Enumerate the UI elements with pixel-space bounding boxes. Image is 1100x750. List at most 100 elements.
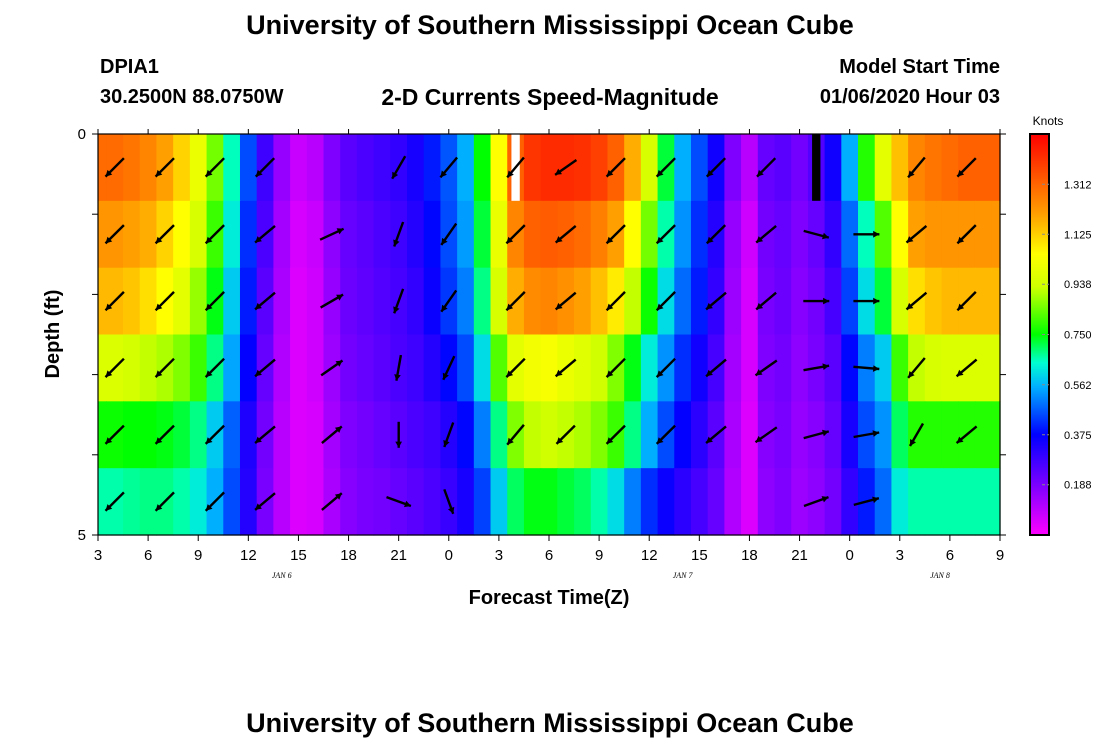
heat-cell (974, 200, 993, 269)
heat-cell (557, 468, 575, 536)
heat-cell (340, 334, 358, 402)
heat-cell (523, 267, 542, 336)
vector-arrowhead (606, 370, 614, 378)
heat-cell (624, 200, 642, 269)
heat-cell (891, 200, 909, 269)
heat-cell (724, 401, 742, 469)
vector-arrowhead (706, 302, 713, 310)
vector-arrowhead (255, 169, 263, 177)
heat-cell (757, 468, 776, 536)
heat-cell (574, 134, 592, 202)
heat-cell (273, 267, 291, 336)
vector-arrowhead (906, 236, 914, 243)
heat-cell (908, 468, 926, 536)
heat-cell (590, 134, 609, 202)
heat-cell (239, 334, 258, 402)
vector-arrowhead (706, 236, 714, 244)
vector-arrowhead (755, 369, 763, 376)
heat-cell (340, 134, 358, 202)
heat-cell (824, 134, 842, 202)
heat-cell (173, 468, 191, 536)
heat-cell (741, 401, 759, 469)
station-coordinates: 30.2500N 88.0750W (100, 86, 284, 108)
current-vector (705, 425, 727, 445)
heat-cell (223, 267, 241, 336)
heat-cell (490, 334, 508, 402)
heat-cell (457, 334, 475, 402)
vector-arrowhead (656, 437, 664, 444)
heat-cell (674, 134, 692, 202)
vector-arrowhead (336, 294, 344, 301)
current-vector (204, 157, 225, 178)
vector-arrowhead (956, 436, 964, 444)
heat-cell (941, 200, 959, 269)
heat-cell (674, 334, 692, 402)
heat-cell (239, 134, 258, 202)
current-vector (554, 159, 578, 176)
heat-cell (941, 401, 959, 469)
colorbar: Knots 1.312 1.125 0.938 0.750 0.562 0.375 0.18… (1029, 114, 1092, 536)
heat-cell (824, 334, 842, 402)
heat-cell (874, 468, 893, 536)
heat-cell (574, 334, 592, 402)
current-vector (605, 224, 626, 245)
heat-cell (189, 267, 208, 336)
vector-arrowhead (155, 236, 163, 244)
current-vector (853, 365, 880, 372)
vector-arrowhead (255, 436, 262, 444)
vector-arrowhead (555, 369, 563, 377)
current-vector (393, 221, 405, 247)
colorbar-tick-label: 1.125 (1064, 229, 1092, 241)
current-vector (254, 224, 276, 244)
heat-cell (373, 334, 391, 402)
date-label: JAN 8 (930, 571, 950, 580)
heat-cell (991, 334, 1001, 402)
heat-cell (356, 468, 375, 536)
vector-arrowhead (506, 303, 514, 311)
heat-cell (340, 200, 358, 269)
heat-cell (774, 334, 792, 402)
heat-cell (223, 401, 241, 469)
heat-cell (824, 401, 842, 469)
current-vector (803, 495, 829, 508)
heat-cell (373, 267, 391, 336)
current-vector (321, 425, 343, 445)
heat-cell (239, 200, 258, 269)
heat-cell (774, 401, 792, 469)
heat-cell (356, 267, 375, 336)
heat-cell (306, 267, 325, 336)
colorbar-unit: Knots (1033, 114, 1064, 128)
y-axis: 05 (78, 126, 1006, 544)
current-vector (754, 359, 778, 377)
current-vector (104, 291, 125, 312)
heat-cell (98, 267, 107, 336)
current-vector (393, 288, 405, 314)
heat-cell (874, 267, 893, 336)
vector-arrowhead (336, 228, 344, 235)
heat-cell (574, 200, 592, 269)
current-vector (655, 424, 676, 445)
vector-arrowhead (392, 171, 399, 179)
vector-arrowhead (957, 169, 965, 177)
heat-cell (874, 200, 893, 269)
vector-arrowhead (822, 232, 829, 240)
x-tick-label: 15 (290, 547, 307, 564)
heat-cell (173, 134, 191, 202)
vector-arrowhead (155, 370, 163, 378)
current-vector (705, 358, 727, 378)
heat-cell (774, 200, 792, 269)
heat-cell (407, 334, 425, 402)
vector-arrowhead (442, 372, 449, 380)
vector-arrowhead (755, 435, 763, 443)
current-vector (254, 157, 276, 178)
heat-cell (239, 468, 258, 536)
heat-cell (490, 200, 508, 269)
heat-cell (791, 267, 809, 336)
heat-cell (98, 134, 107, 202)
heat-cell (98, 334, 107, 402)
missing-data-cell (812, 134, 821, 201)
heat-cell (640, 134, 659, 202)
heat-cell (340, 468, 358, 536)
heat-cell (991, 200, 1001, 269)
heat-cell (239, 401, 258, 469)
